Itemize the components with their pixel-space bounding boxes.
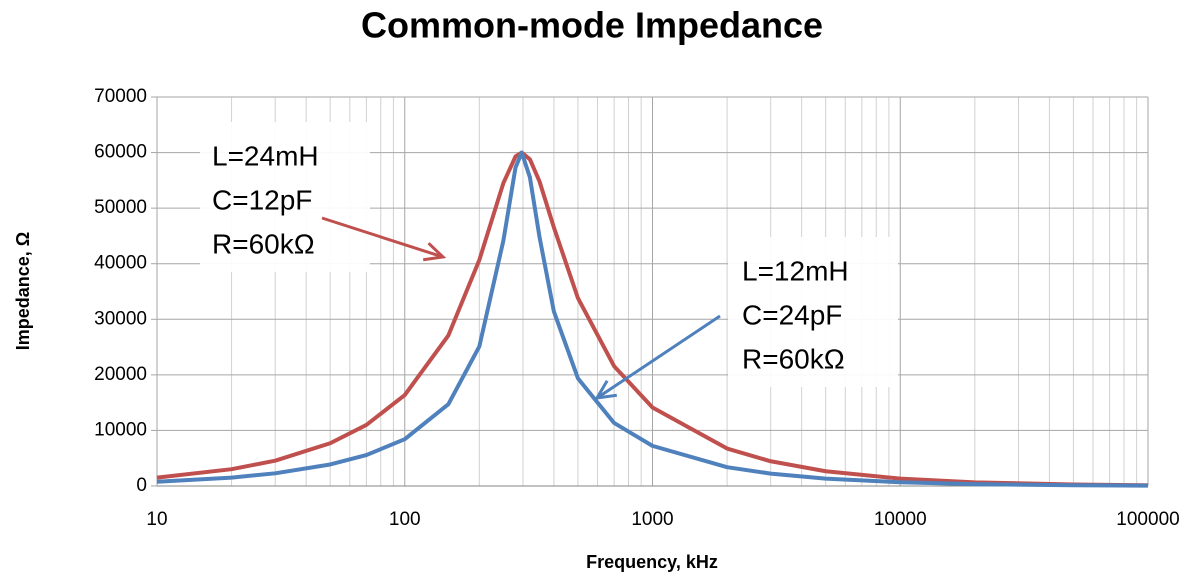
y-axis-label: Impedance, Ω xyxy=(13,232,33,350)
x-tick-label: 100 xyxy=(389,509,421,530)
annotation-text: L=12mH xyxy=(742,255,849,286)
y-tick-label: 10000 xyxy=(94,419,147,440)
annotation-text: L=24mH xyxy=(212,140,319,171)
series-line xyxy=(156,150,1149,488)
y-tick-label: 40000 xyxy=(94,253,147,274)
x-tick-label: 100000 xyxy=(1116,509,1179,530)
x-tick-label: 1000 xyxy=(631,509,673,530)
arrow-head xyxy=(594,380,618,400)
x-axis-label: Frequency, kHz xyxy=(586,552,718,572)
annotation-text: C=12pF xyxy=(212,184,312,215)
series-line xyxy=(156,150,1149,488)
y-tick-label: 70000 xyxy=(94,86,147,107)
annotation-box xyxy=(728,237,898,387)
chart-title: Common-mode Impedance xyxy=(361,5,823,46)
annotation-text: C=24pF xyxy=(742,299,842,330)
y-tick-label: 30000 xyxy=(94,308,147,329)
y-tick-label: 20000 xyxy=(94,364,147,385)
y-tick-label: 0 xyxy=(136,475,147,496)
annotation-arrow xyxy=(596,314,721,400)
y-tick-label: 60000 xyxy=(94,142,147,163)
line-layer xyxy=(156,150,1149,488)
arrow-head xyxy=(422,242,447,262)
x-tick-label: 10 xyxy=(146,509,167,530)
annotation-arrow xyxy=(321,216,444,259)
x-tick-label: 10000 xyxy=(874,509,927,530)
annotation-box xyxy=(200,122,370,272)
y-tick-label: 50000 xyxy=(94,197,147,218)
annotation-layer: L=24mH C=12pF R=60kΩ L=12mH C=24pF R=60kΩ xyxy=(200,122,898,400)
annotation-text: R=60kΩ xyxy=(742,343,845,374)
annotation-text: R=60kΩ xyxy=(212,228,315,259)
